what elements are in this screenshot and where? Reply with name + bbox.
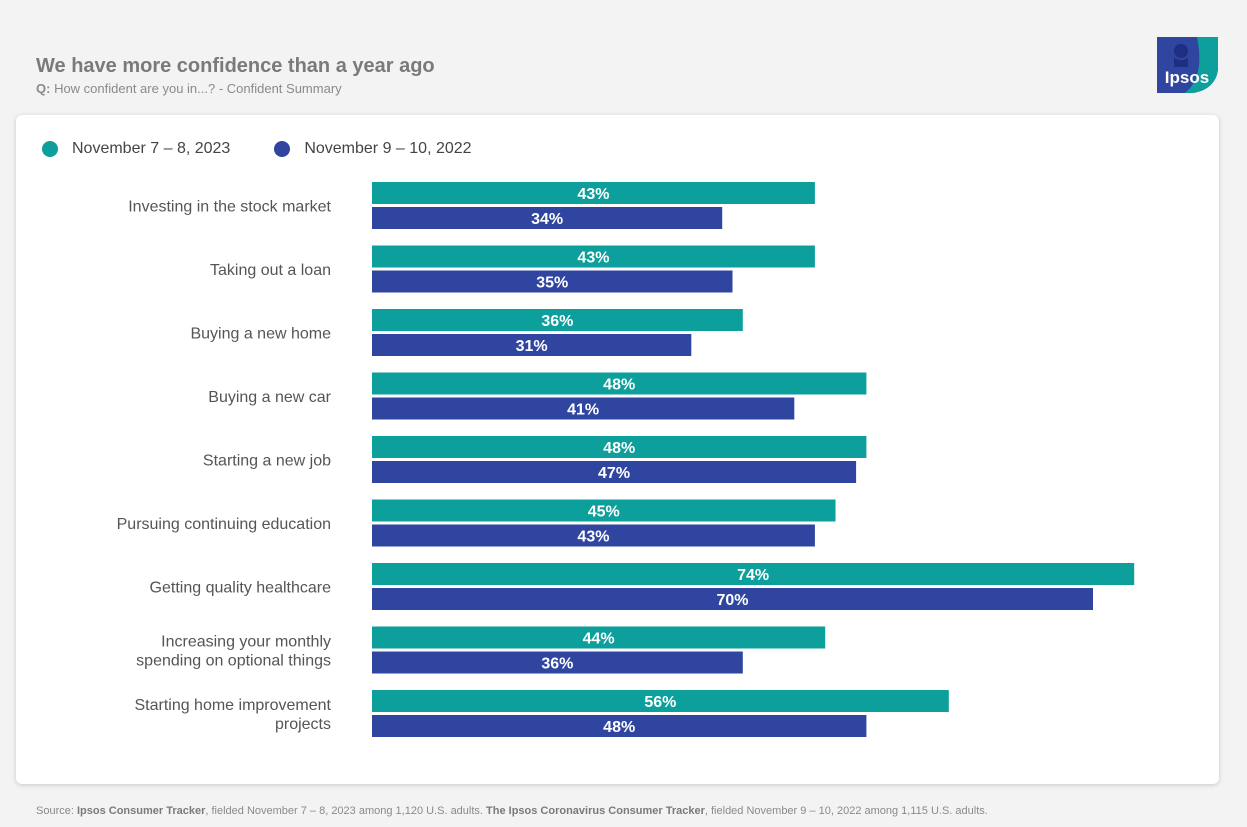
category-label: Increasing your monthly spending on optio… [136, 634, 331, 670]
data-label: 70% [716, 592, 748, 609]
bar-2022 [372, 588, 1093, 610]
legend-dot-2022 [274, 141, 291, 157]
category-label: Getting quality healthcare [150, 580, 332, 597]
bar-2023 [372, 309, 743, 331]
data-label: 35% [536, 275, 568, 292]
category-label: Investing in the stock market [128, 199, 331, 216]
data-label: 74% [737, 567, 769, 584]
chart-title: We have more confidence than a year ago [36, 55, 435, 77]
legend-item-2022: November 9 – 10, 2022 [274, 139, 472, 159]
data-label: 34% [531, 211, 563, 228]
data-label: 36% [541, 313, 573, 330]
bar-2023 [372, 563, 1135, 585]
data-label: 45% [588, 504, 620, 521]
bar-2022 [372, 397, 795, 420]
data-label: 47% [598, 465, 630, 482]
category-label: Pursuing continuing education [117, 516, 331, 533]
data-label: 48% [603, 440, 635, 457]
bar-2022 [372, 651, 743, 674]
bar-2022 [372, 461, 857, 483]
chart-header: We have more confidence than a year ago … [36, 54, 435, 97]
footer-prefix: Source: [36, 805, 77, 817]
data-label: 48% [603, 719, 635, 736]
bar-2022 [372, 524, 815, 547]
footer-source-2: The Ipsos Coronavirus Consumer Tracker [486, 805, 705, 817]
question-prefix: Q: [36, 81, 51, 96]
category-label: Buying a new car [208, 389, 331, 406]
bar-2023 [372, 499, 836, 522]
bar-2022 [372, 715, 867, 737]
bar-2023 [372, 436, 867, 458]
bar-2023 [372, 245, 815, 268]
bar-2023 [372, 626, 826, 649]
question-body: How confident are you in...? - Confident… [50, 81, 342, 96]
bar-2023 [372, 182, 815, 204]
category-label: Buying a new home [190, 326, 331, 343]
legend-label-2023: November 7 – 8, 2023 [72, 140, 231, 157]
data-label: 43% [577, 186, 609, 203]
legend: November 7 – 8, 2023 November 9 – 10, 20… [42, 139, 516, 159]
footer-text-1: , fielded November 7 – 8, 2023 among 1,1… [205, 805, 487, 817]
source-footnote: Source: Ipsos Consumer Tracker, fielded … [36, 805, 988, 817]
data-label: 43% [577, 529, 609, 546]
data-label: 36% [541, 656, 573, 673]
question-text: Q: How confident are you in...? - Confid… [36, 81, 435, 97]
footer-source-1: Ipsos Consumer Tracker [76, 805, 206, 817]
footer-text-2: , fielded November 9 – 10, 2022 among 1,… [704, 805, 988, 817]
bar-2022 [372, 334, 692, 356]
bar-2022 [372, 270, 733, 293]
data-label: 48% [603, 377, 635, 394]
legend-dot-2023 [42, 141, 58, 157]
bar-2023 [372, 372, 867, 395]
legend-label-2022: November 9 – 10, 2022 [304, 140, 472, 157]
data-label: 56% [644, 694, 676, 711]
bar-2022 [372, 207, 723, 229]
category-label: Starting home improvement projects [134, 697, 331, 733]
data-label: 41% [567, 402, 599, 419]
category-label: Starting a new job [203, 453, 331, 470]
data-label: 44% [583, 631, 615, 648]
logo-text: Ipsos [1165, 68, 1209, 87]
category-label: Taking out a loan [210, 262, 331, 279]
ipsos-logo: Ipsos [1157, 37, 1218, 93]
data-label: 31% [516, 338, 548, 355]
bar-2023 [372, 690, 949, 712]
legend-item-2023: November 7 – 8, 2023 [42, 139, 230, 159]
data-label: 43% [577, 250, 609, 267]
